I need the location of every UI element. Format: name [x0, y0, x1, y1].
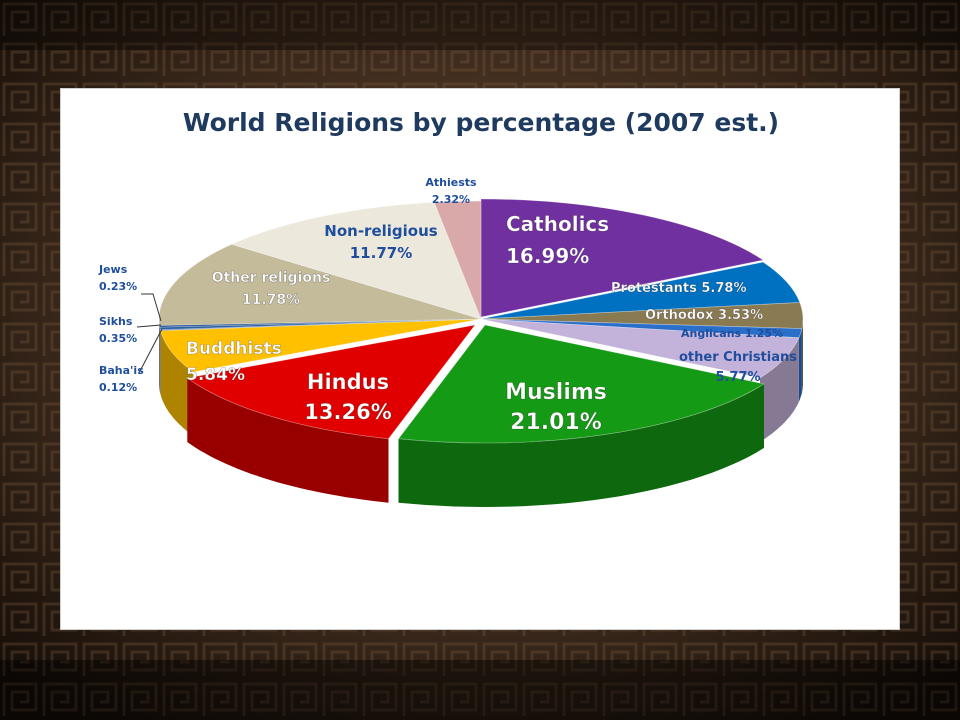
slice-side-sikhs — [159, 327, 161, 394]
label-baha-is-value: 0.12% — [99, 381, 137, 394]
slice-labels: Catholics 16.99% Protestants 5.78% Orthodox… — [98, 176, 797, 435]
label-jews-name: Jews — [98, 263, 128, 276]
pie-tops — [158, 198, 804, 444]
chart-panel: World Religions by percentage (2007 est.… — [60, 88, 900, 630]
label-baha-is-name: Baha'is — [99, 364, 144, 377]
slice-side-hindus — [187, 378, 389, 503]
label-jews: Jews 0.23% — [98, 263, 137, 293]
label-non-religious-name: Non-religious — [324, 222, 437, 240]
slice-non-religious — [230, 201, 482, 320]
label-athiests: Athiests 2.32% — [425, 176, 477, 206]
slice-hindus — [186, 324, 476, 440]
label-other-christians-value: 5.77% — [715, 370, 760, 385]
sikhs-leader — [136, 324, 162, 328]
label-sikhs-value: 0.35% — [99, 332, 137, 345]
bahais-leader — [138, 328, 163, 374]
label-orthodox-name: Orthodox 3.53% — [645, 308, 763, 323]
label-buddhists-value: 5.84% — [186, 365, 245, 385]
label-orthodox: Orthodox 3.53% — [645, 308, 764, 324]
slice-side-other-religions — [159, 319, 160, 390]
label-hindus-name: Hindus — [307, 370, 389, 394]
label-orthodox-value: 3.53% — [714, 308, 764, 323]
pie-sides — [159, 319, 803, 507]
label-muslims-name: Muslims — [505, 380, 607, 405]
chart-title: World Religions by percentage (2007 est.… — [183, 108, 779, 137]
label-baha-is: Baha'is 0.12% — [99, 364, 144, 394]
slice-athiests — [433, 200, 482, 320]
label-anglicans-value: 1.25% — [741, 327, 783, 340]
slice-anglicans — [480, 318, 803, 339]
label-athiests-name: Athiests — [425, 176, 477, 189]
label-hindus-value: 13.26% — [304, 400, 391, 424]
label-jews-value: 0.23% — [99, 280, 137, 293]
label-other-religions-value: 11.78% — [242, 292, 300, 308]
label-other-religions-name: Other religions — [212, 270, 331, 286]
slice-other-christians — [480, 318, 800, 379]
label-hindus: Hindus 13.26% — [304, 370, 392, 425]
slice-muslims — [397, 324, 766, 444]
slice-side-buddhists — [160, 330, 194, 436]
slice-side-orthodox — [801, 319, 803, 393]
label-athiests-value: 2.32% — [432, 193, 470, 206]
slice-protestants — [480, 261, 801, 320]
slice-side-anglicans — [798, 328, 802, 402]
label-sikhs-name: Sikhs — [99, 315, 133, 328]
label-other-christians-name: other Christians — [679, 350, 797, 365]
label-buddhists-name: Buddhists — [186, 339, 282, 359]
label-catholics-value: 16.99% — [506, 244, 589, 268]
label-non-religious: Non-religious 11.77% — [324, 222, 437, 262]
label-protestants-value: 5.78% — [697, 281, 747, 296]
leader-lines — [136, 293, 163, 374]
label-non-religious-value: 11.77% — [350, 244, 412, 262]
label-protestants: Protestants 5.78% — [611, 281, 747, 297]
slice-other-religions — [158, 243, 482, 326]
label-catholics-name: Catholics — [506, 212, 609, 236]
label-buddhists: Buddhists 5.84% — [186, 339, 282, 386]
label-other-christians: other Christians 5.77% — [679, 350, 797, 385]
pie-chart: World Religions by percentage (2007 est.… — [98, 108, 804, 507]
slice-side-other-christians — [760, 337, 799, 442]
slice-side-muslims — [398, 383, 764, 507]
label-muslims-value: 21.01% — [510, 410, 602, 435]
slice-orthodox — [480, 302, 804, 330]
label-anglicans-name: Anglicans 1.25% — [681, 327, 783, 340]
jews-leader — [141, 293, 162, 322]
slice-sikhs — [159, 318, 482, 331]
label-sikhs: Sikhs 0.35% — [99, 315, 137, 345]
label-anglicans: Anglicans 1.25% — [681, 327, 783, 340]
label-muslims: Muslims 21.01% — [505, 380, 607, 436]
slice-catholics — [480, 198, 765, 318]
label-catholics: Catholics 16.99% — [506, 212, 610, 269]
label-protestants-name: Protestants 5.78% — [611, 281, 746, 296]
label-other-religions: Other religions 11.78% — [211, 270, 331, 309]
